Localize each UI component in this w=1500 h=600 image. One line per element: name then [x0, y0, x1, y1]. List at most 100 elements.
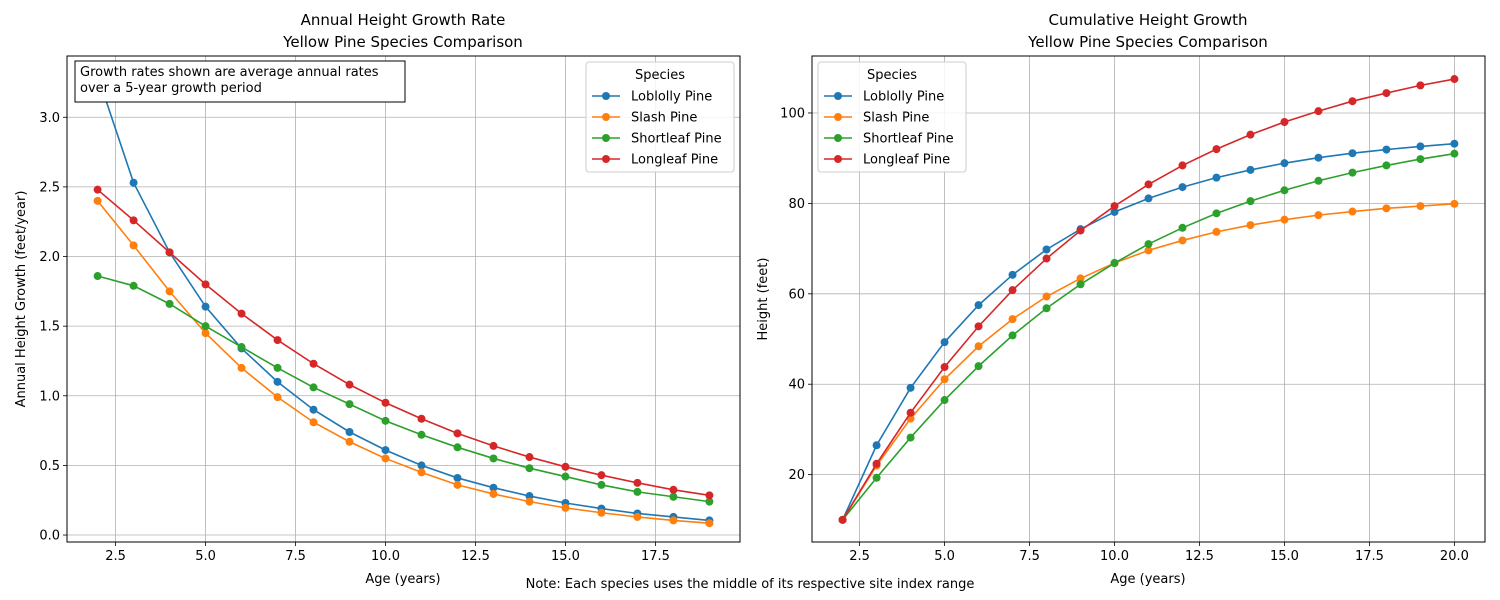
data-point	[525, 497, 534, 506]
chart-subtitle: Yellow Pine Species Comparison	[282, 33, 523, 51]
data-point	[273, 336, 282, 345]
chart-title: Cumulative Height Growth	[1048, 11, 1247, 29]
data-point	[525, 492, 534, 501]
plot-frame	[811, 55, 1486, 543]
data-point	[201, 302, 210, 311]
data-point	[417, 430, 426, 439]
legend-frame	[817, 61, 967, 173]
data-point	[453, 480, 462, 489]
data-point	[1042, 292, 1051, 301]
data-point	[1212, 145, 1221, 154]
data-point	[940, 396, 949, 405]
legend-item-shortleaf-pine: Shortleaf Pine	[592, 132, 722, 147]
legend-marker	[834, 155, 842, 163]
data-point	[561, 503, 570, 512]
data-point	[237, 343, 246, 352]
data-point	[1212, 227, 1221, 236]
data-point	[705, 497, 714, 506]
data-point	[597, 471, 606, 480]
legend-label: Longleaf Pine	[631, 153, 718, 168]
y-tick-label: 40	[788, 378, 805, 393]
data-point	[309, 383, 318, 392]
legend-title: Species	[635, 68, 685, 83]
legend-frame	[585, 61, 735, 173]
x-tick-label: 5.0	[934, 549, 955, 564]
data-point	[93, 185, 102, 194]
data-point	[1042, 245, 1051, 254]
data-point	[1314, 176, 1323, 185]
data-point	[1076, 280, 1085, 289]
data-point	[1450, 75, 1459, 84]
data-point	[417, 461, 426, 470]
x-tick-label: 15.0	[1270, 549, 1299, 564]
data-point	[93, 196, 102, 205]
plot-frame	[66, 55, 741, 543]
legend-marker	[602, 155, 610, 163]
data-point	[417, 414, 426, 423]
data-point	[237, 309, 246, 318]
x-tick-label: 2.5	[849, 549, 870, 564]
data-point	[1076, 226, 1085, 235]
data-point	[1314, 107, 1323, 116]
y-tick-label: 80	[788, 197, 805, 212]
y-axis-label: Height (feet)	[756, 258, 771, 341]
series-line	[96, 75, 710, 522]
data-point	[1008, 286, 1017, 295]
data-point	[940, 375, 949, 384]
data-point	[838, 515, 847, 524]
data-point	[417, 468, 426, 477]
cumulative-height-chart: Cumulative Height Growth Yellow Pine Spe…	[756, 11, 1486, 587]
data-point	[561, 462, 570, 471]
data-point	[201, 322, 210, 331]
chart-subtitle: Yellow Pine Species Comparison	[1027, 33, 1268, 51]
data-point	[633, 478, 642, 487]
y-tick-label: 60	[788, 287, 805, 302]
data-point	[1008, 270, 1017, 279]
data-point	[633, 487, 642, 496]
data-point	[1246, 197, 1255, 206]
data-point	[453, 429, 462, 438]
y-tick-label: 2.5	[39, 180, 60, 195]
data-point	[1280, 186, 1289, 195]
data-point	[273, 377, 282, 386]
data-point	[1348, 168, 1357, 177]
data-point	[1246, 221, 1255, 230]
data-point	[309, 405, 318, 414]
legend-label: Slash Pine	[631, 111, 697, 126]
data-point	[381, 416, 390, 425]
data-point	[1382, 161, 1391, 170]
y-tick-label: 0.0	[39, 529, 60, 544]
data-point	[974, 322, 983, 331]
data-point	[93, 272, 102, 281]
data-point	[129, 241, 138, 250]
data-point	[561, 472, 570, 481]
figure-note: Note: Each species uses the middle of it…	[526, 577, 975, 592]
data-point	[669, 516, 678, 525]
data-point	[165, 299, 174, 308]
legend-label: Loblolly Pine	[863, 90, 944, 105]
data-point	[1144, 180, 1153, 189]
legend-title: Species	[867, 68, 917, 83]
legend-item-longleaf-pine: Longleaf Pine	[824, 153, 950, 168]
data-point	[1348, 207, 1357, 216]
legend-marker	[834, 134, 842, 142]
legend-label: Shortleaf Pine	[631, 132, 722, 147]
x-tick-label: 17.5	[1355, 549, 1384, 564]
data-point	[1416, 142, 1425, 151]
data-point	[906, 383, 915, 392]
series-line	[97, 275, 710, 503]
data-point	[453, 473, 462, 482]
data-point	[705, 491, 714, 500]
data-point	[1382, 89, 1391, 98]
data-point	[1246, 165, 1255, 174]
data-point	[273, 363, 282, 372]
legend-label: Shortleaf Pine	[863, 132, 954, 147]
data-point	[1212, 209, 1221, 218]
legend-item-loblolly-pine: Loblolly Pine	[824, 90, 944, 105]
data-point	[345, 427, 354, 436]
legend-marker	[834, 113, 842, 121]
legend-item-slash-pine: Slash Pine	[824, 111, 929, 126]
data-point	[1314, 211, 1323, 220]
data-point	[237, 363, 246, 372]
data-point	[1416, 81, 1425, 90]
